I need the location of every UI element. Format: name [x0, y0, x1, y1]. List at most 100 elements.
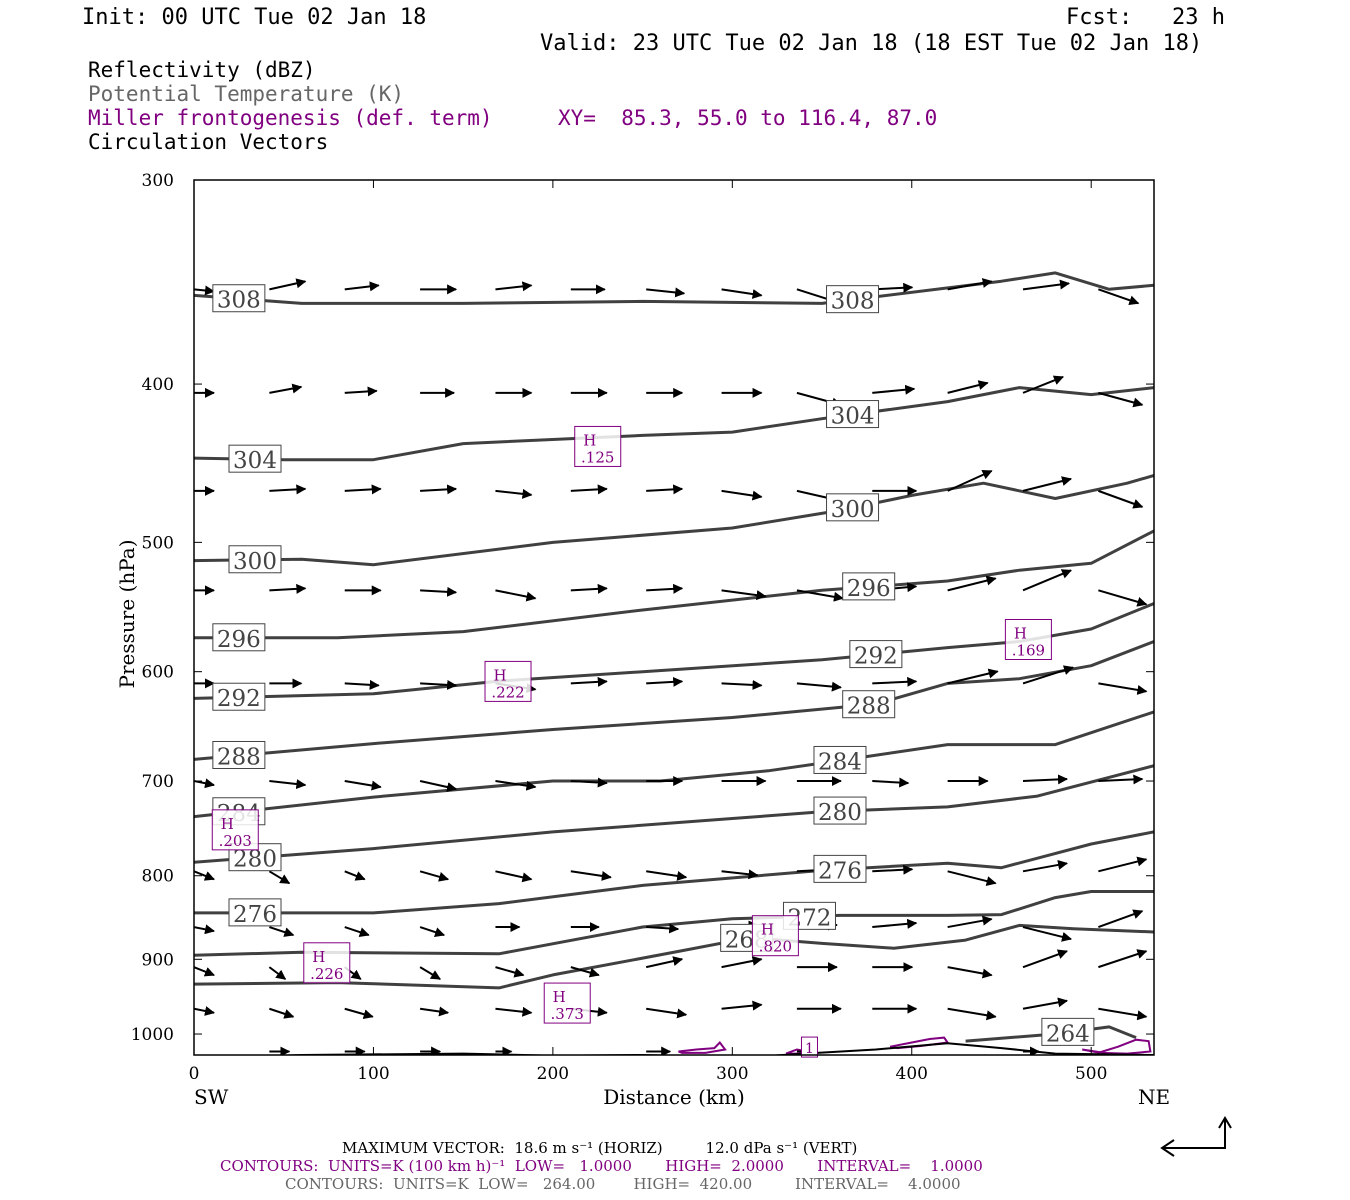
cross-section-endpoints: XY= 85.3, 55.0 to 116.4, 87.0	[558, 106, 938, 130]
circulation-vector	[646, 676, 684, 687]
circulation-vector	[344, 679, 380, 690]
circulation-vector	[947, 278, 993, 291]
circulation-vector	[269, 583, 307, 594]
legend-reflectivity: Reflectivity (dBZ)	[88, 58, 316, 82]
circulation-vector	[344, 386, 378, 397]
x-tick-label: 300	[716, 1064, 748, 1084]
circulation-vector	[570, 966, 600, 978]
fronto-max-value: .125	[581, 448, 614, 466]
circulation-vector	[1153, 927, 1154, 929]
circulation-vector	[420, 679, 458, 690]
circulation-vector	[570, 870, 612, 881]
circulation-vector	[1098, 391, 1144, 408]
circulation-vector	[269, 926, 295, 937]
fronto-max-value: .222	[491, 683, 524, 701]
circulation-vector	[1022, 997, 1068, 1010]
y-tick-label: 800	[142, 867, 174, 887]
circulation-vector	[721, 1000, 763, 1011]
circulation-vector	[570, 583, 608, 594]
legend-circulation-vectors: Circulation Vectors	[88, 130, 329, 154]
vector-reference-arrows	[1160, 1116, 1232, 1157]
theta-label-280: 280	[818, 800, 862, 826]
circulation-vector	[1098, 949, 1148, 969]
theta-label-276: 276	[233, 902, 277, 928]
frontogenesis-contour	[678, 1040, 727, 1054]
circulation-vector	[872, 864, 914, 875]
fronto-max-box	[303, 942, 351, 984]
circulation-vector	[721, 589, 767, 601]
circulation-vector	[721, 869, 759, 880]
circulation-vector	[1098, 909, 1144, 928]
y-tick-label: 700	[142, 772, 174, 792]
fronto-max-value: .169	[1012, 641, 1045, 659]
theta-label-box	[212, 284, 266, 313]
theta-label-box	[842, 572, 896, 601]
circulation-vector	[268, 966, 287, 980]
circulation-vector	[721, 679, 763, 690]
theta-label-280: 280	[233, 847, 277, 873]
fronto-max-H: H	[493, 666, 506, 684]
theta-label-288: 288	[847, 694, 891, 720]
circulation-vector	[419, 780, 458, 792]
circulation-vector	[872, 384, 916, 395]
circulation-vector	[194, 285, 215, 296]
circulation-vector	[646, 923, 680, 934]
valid-time: Valid: 23 UTC Tue 02 Jan 18 (18 EST Tue …	[540, 31, 1203, 56]
circulation-vector	[1022, 774, 1069, 785]
forecast-hour: Fcst: 23 h	[1066, 5, 1225, 30]
circulation-vector	[269, 383, 303, 394]
theta-contour-284	[194, 710, 1154, 819]
circulation-vector	[1153, 489, 1154, 491]
theta-label-276: 276	[818, 858, 862, 884]
theta-label-box	[826, 400, 880, 429]
y-tick-label: 500	[142, 533, 174, 553]
circulation-vector	[947, 1007, 997, 1021]
fronto-max-H: H	[221, 815, 234, 833]
theta-contour-272	[194, 890, 1154, 957]
circulation-vector	[1022, 926, 1072, 942]
circulation-vector	[344, 780, 382, 791]
circulation-vector	[1098, 589, 1148, 607]
circulation-vector	[495, 870, 533, 883]
fronto-max-H: H	[583, 431, 596, 449]
fronto-max-value: 1	[805, 1041, 814, 1057]
theta-label-296: 296	[847, 576, 891, 602]
x-tick-label: 100	[357, 1064, 389, 1084]
theta-label-box	[1041, 1017, 1095, 1046]
circulation-vector	[194, 1006, 215, 1016]
circulation-vector	[947, 380, 989, 394]
y-tick-label: 600	[142, 663, 174, 683]
fronto-max-value: .373	[551, 1005, 584, 1023]
theta-label-288: 288	[217, 744, 261, 770]
fronto-max-box	[211, 809, 259, 851]
circulation-vector	[419, 870, 450, 882]
circulation-vector	[1153, 391, 1154, 393]
theta-label-box	[842, 690, 896, 719]
circulation-vector	[268, 870, 291, 885]
circulation-vector	[495, 780, 537, 791]
theta-contour-296	[194, 529, 1154, 640]
circulation-vector	[1098, 856, 1148, 873]
circulation-vector	[495, 281, 533, 292]
theta-label-box	[212, 682, 266, 711]
circulation-vector	[344, 926, 370, 937]
fronto-max-box	[574, 425, 622, 467]
circulation-vector	[1153, 589, 1154, 591]
circulation-vector	[419, 966, 441, 980]
fronto-max-value: .203	[219, 832, 252, 850]
frontogenesis-contour-info: CONTOURS: UNITS=K (100 km h)⁻¹ LOW= 1.00…	[220, 1157, 983, 1175]
theta-label-box	[849, 640, 903, 669]
circulation-vector	[1098, 288, 1140, 306]
circulation-vector	[194, 778, 215, 789]
left-end-label: SW	[194, 1085, 229, 1109]
theta-label-box	[212, 623, 266, 652]
y-axis-title: Pressure (hPa)	[115, 540, 139, 689]
theta-contour-280	[194, 764, 1154, 864]
circulation-vector	[721, 288, 763, 299]
fronto-max-value: .226	[310, 965, 343, 983]
theta-label-box	[826, 493, 880, 522]
theta-label-box	[212, 740, 266, 769]
theta-label-box	[228, 898, 282, 927]
theta-label-264: 264	[1046, 1021, 1090, 1047]
